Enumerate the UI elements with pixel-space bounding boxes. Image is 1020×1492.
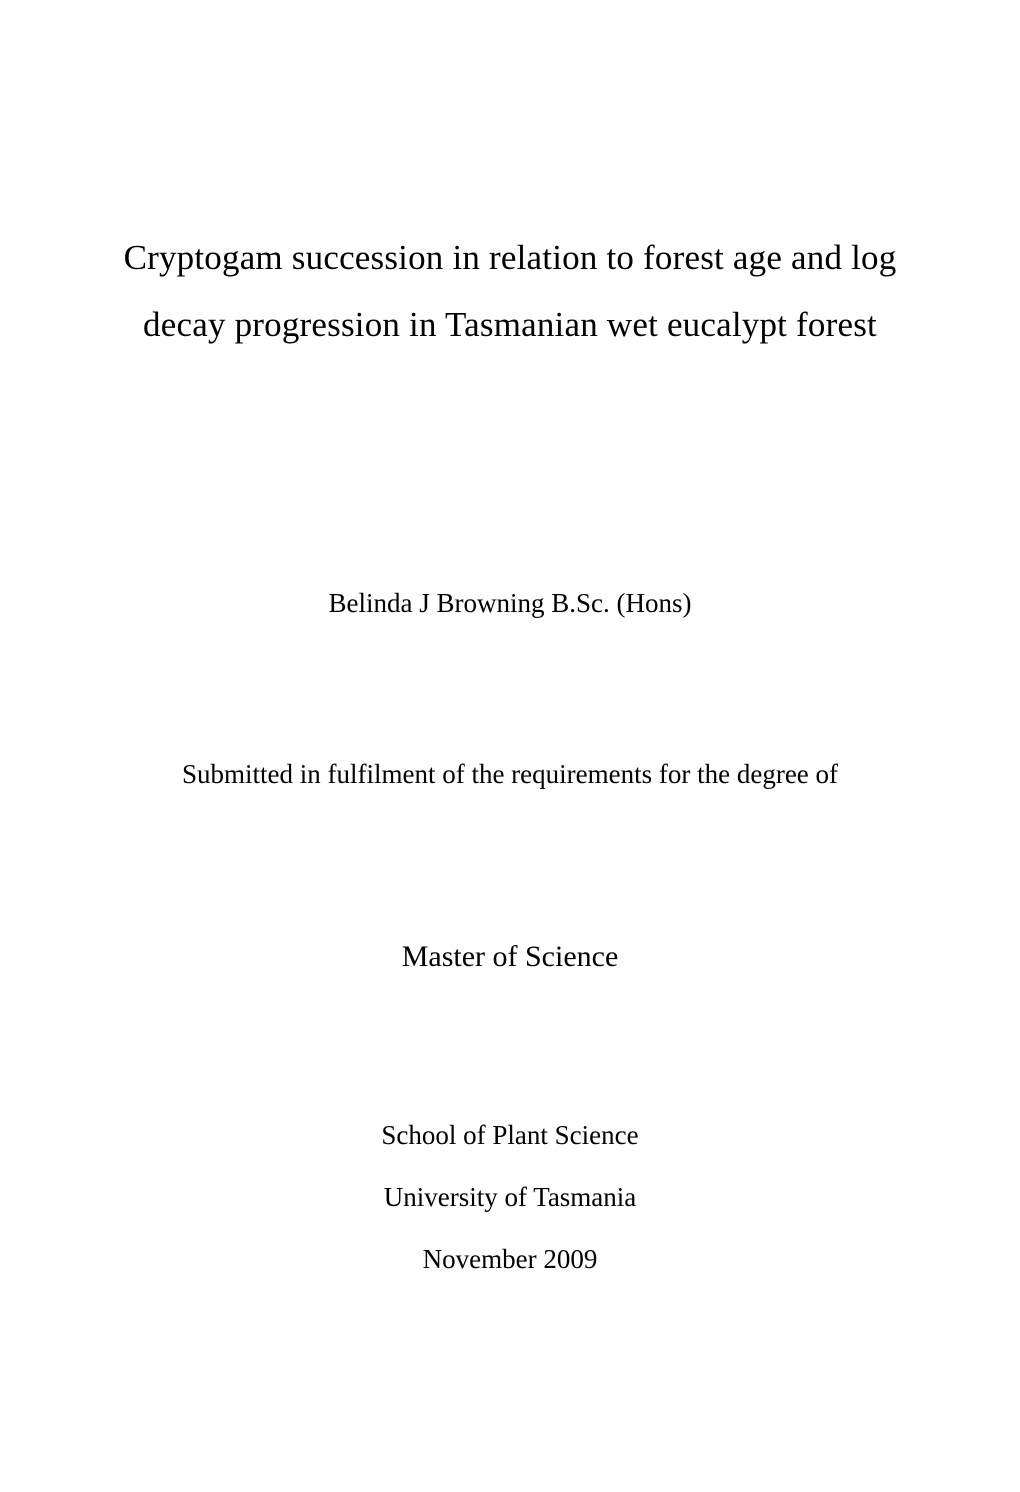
- fulfilment-text: Submitted in fulfilment of the requireme…: [60, 759, 960, 790]
- title-line-1: Cryptogam succession in relation to fore…: [60, 225, 960, 292]
- title-block: Cryptogam succession in relation to fore…: [60, 225, 960, 358]
- university-name: University of Tasmania: [60, 1166, 960, 1228]
- thesis-title-page: Cryptogam succession in relation to fore…: [0, 0, 1020, 1492]
- author-block: Belinda J Browning B.Sc. (Hons): [60, 588, 960, 619]
- school-name: School of Plant Science: [60, 1104, 960, 1166]
- degree-block: Master of Science: [60, 940, 960, 974]
- date-text: November 2009: [60, 1228, 960, 1290]
- title-line-2: decay progression in Tasmanian wet eucal…: [60, 292, 960, 359]
- degree-name: Master of Science: [60, 940, 960, 974]
- author-name: Belinda J Browning B.Sc. (Hons): [60, 588, 960, 619]
- fulfilment-block: Submitted in fulfilment of the requireme…: [60, 759, 960, 790]
- school-block: School of Plant Science University of Ta…: [60, 1104, 960, 1290]
